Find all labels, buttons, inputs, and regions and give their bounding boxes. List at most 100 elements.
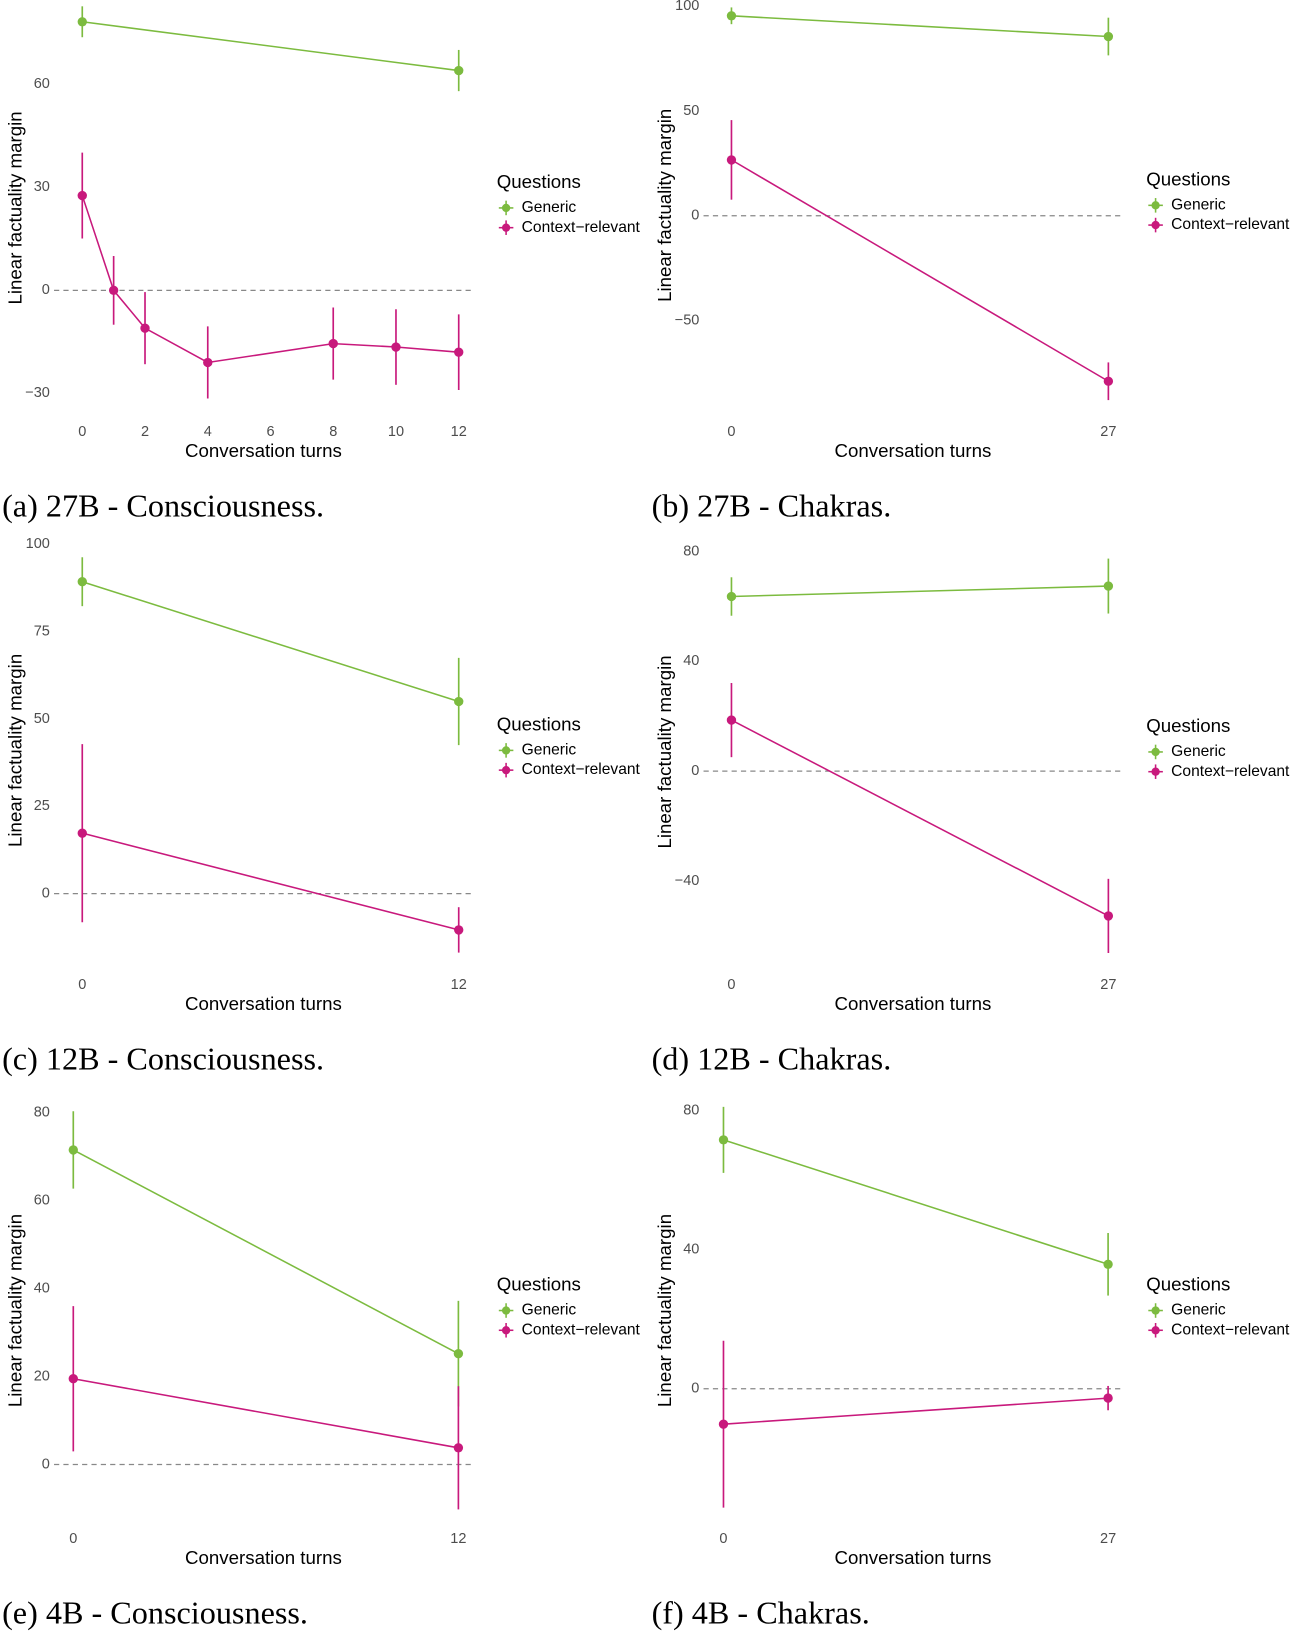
x-axis-title: Conversation turns (835, 993, 992, 1014)
point (726, 715, 737, 725)
series-line (72, 1149, 459, 1355)
y-tick-label: −30 (25, 385, 50, 401)
point (1103, 581, 1114, 591)
y-tick-label: 0 (691, 1381, 699, 1397)
legend-swatch-point (1151, 1326, 1160, 1335)
x-tick-label: 6 (266, 424, 274, 440)
y-tick-label: 60 (34, 1192, 50, 1208)
y-tick-label: 40 (34, 1280, 50, 1296)
y-tick-label: 30 (34, 179, 50, 195)
x-tick-label: 12 (451, 424, 467, 440)
y-tick-label: 20 (34, 1368, 50, 1384)
x-tick-label: 12 (450, 1531, 466, 1547)
point (77, 828, 87, 838)
point (77, 17, 87, 27)
caption: (e) 4B - Consciousness. (2, 1594, 308, 1630)
y-tick-label: 0 (42, 282, 50, 298)
y-tick-label: 0 (691, 208, 699, 224)
x-tick-label: 27 (1100, 977, 1116, 993)
legend-label: Context−relevant (1171, 763, 1290, 780)
x-tick-label: 2 (141, 424, 149, 440)
legend-swatch-point (1151, 201, 1160, 210)
y-tick-label: 80 (683, 1103, 699, 1119)
y-tick-label: 0 (691, 763, 699, 779)
series-line (731, 585, 1109, 598)
legend-label: Generic (1171, 1302, 1226, 1319)
caption: (c) 12B - Consciousness. (2, 1041, 324, 1077)
legend-swatch-point (1151, 767, 1160, 776)
point (77, 190, 87, 201)
y-tick-label: 80 (683, 543, 699, 559)
x-tick-label: 0 (727, 977, 735, 993)
point (454, 696, 464, 707)
legend-label: Context−relevant (522, 761, 641, 778)
legend-swatch-point (1151, 747, 1160, 757)
x-axis-title: Conversation turns (185, 440, 342, 461)
legend-swatch-point (501, 1326, 511, 1335)
legend-label: Generic (1171, 196, 1226, 213)
legend-title: Questions (497, 713, 581, 734)
caption: (d) 12B - Chakras. (652, 1041, 892, 1077)
legend-title: Questions (497, 1274, 581, 1295)
point (1103, 1259, 1113, 1269)
x-axis-title: Conversation turns (185, 993, 342, 1014)
legend-title: Questions (1146, 168, 1230, 189)
point (726, 11, 737, 21)
point (203, 357, 213, 368)
point (1103, 376, 1114, 386)
y-axis-title: Linear factuality margin (5, 654, 26, 847)
series-line (82, 580, 459, 703)
y-axis-title: Linear factuality margin (654, 109, 675, 302)
x-tick-label: 0 (78, 424, 86, 440)
y-axis-title: Linear factuality margin (5, 1214, 26, 1407)
series-line (731, 719, 1109, 917)
point (718, 1135, 729, 1145)
series-line (731, 159, 1109, 382)
x-tick-label: 27 (1100, 1531, 1116, 1547)
point (328, 338, 338, 349)
legend-swatch-point (1151, 220, 1160, 230)
y-tick-label: 75 (34, 623, 50, 639)
series-line (73, 1377, 459, 1449)
x-axis-title: Conversation turns (835, 440, 992, 461)
point (77, 577, 87, 587)
y-tick-label: −50 (675, 312, 700, 328)
panel: −50 0 50 100 0 27 Conversation turns Linear fac… (652, 0, 1290, 524)
series-line (723, 1139, 1109, 1266)
panel: 0 20 40 60 80 0 12 Conversation turns Linear fac… (2, 1104, 640, 1630)
y-axis-title: Linear factuality margin (654, 1214, 675, 1407)
legend-swatch-point (501, 765, 511, 775)
point (726, 155, 737, 165)
legend-label: Context−relevant (1171, 216, 1290, 233)
legend-label: Context−relevant (522, 1321, 641, 1338)
x-axis-title: Conversation turns (185, 1547, 342, 1568)
x-tick-label: 0 (727, 424, 735, 440)
point (108, 285, 119, 296)
legend-title: Questions (497, 171, 581, 192)
x-tick-label: 10 (388, 424, 404, 440)
y-tick-label: 50 (34, 711, 50, 727)
legend-title: Questions (1146, 715, 1230, 736)
legend-swatch-point (1151, 1306, 1160, 1315)
y-tick-label: 100 (26, 536, 50, 552)
caption: (f) 4B - Chakras. (652, 1594, 870, 1630)
point (140, 323, 150, 333)
panel: −40 0 40 80 0 27 Conversation turns Linear fact… (652, 543, 1290, 1076)
y-tick-label: 40 (683, 1242, 699, 1258)
y-tick-label: −40 (675, 873, 700, 889)
y-tick-label: 80 (34, 1104, 50, 1120)
x-tick-label: 27 (1100, 424, 1116, 440)
legend-swatch-point (501, 746, 511, 755)
point (391, 342, 401, 352)
legend-label: Generic (522, 199, 577, 216)
y-tick-label: 25 (34, 798, 50, 814)
legend-label: Generic (522, 1302, 577, 1319)
caption: (b) 27B - Chakras. (652, 488, 892, 524)
x-tick-label: 0 (719, 1531, 727, 1547)
point (1103, 31, 1114, 42)
y-axis-title: Linear factuality margin (5, 111, 26, 304)
y-tick-label: 60 (34, 76, 50, 92)
series-line (723, 1397, 1109, 1425)
y-axis-title: Linear factuality margin (654, 655, 675, 848)
